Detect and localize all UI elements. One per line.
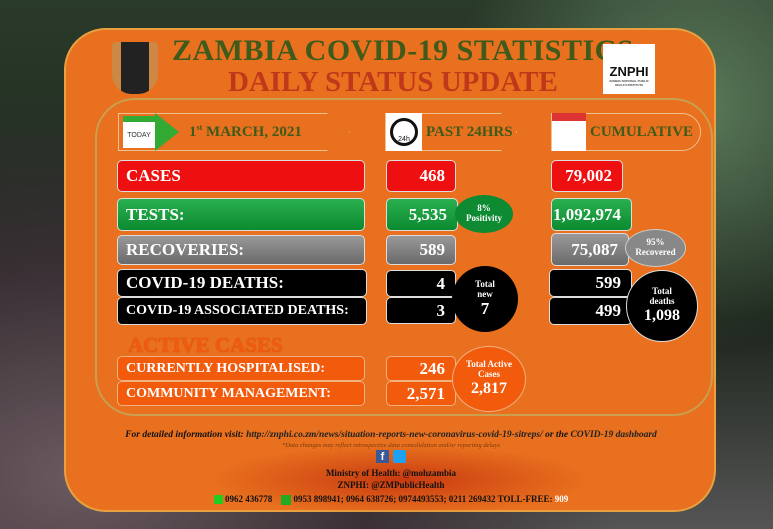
tests-cumulative: 1,092,974 bbox=[551, 198, 632, 231]
recoveries-past: 589 bbox=[386, 235, 456, 265]
social-icons: f bbox=[66, 450, 716, 463]
znphi-handle: ZNPHI: @ZMPublicHealth bbox=[337, 480, 445, 490]
phone-icon bbox=[281, 494, 292, 505]
positivity-badge: 8% Positivity bbox=[455, 195, 513, 233]
associated-deaths-past: 3 bbox=[386, 297, 456, 324]
cases-cumulative: 79,002 bbox=[551, 160, 623, 192]
coat-of-arms-logo bbox=[112, 42, 158, 94]
date-header: TODAY 1st MARCH, 2021 bbox=[118, 113, 350, 151]
associated-deaths-cumulative: 499 bbox=[549, 297, 632, 325]
dashboard-link[interactable]: COVID-19 dashboard bbox=[570, 430, 657, 440]
moh-handle: Ministry of Health: @mohzambia bbox=[325, 468, 457, 478]
active-cases-heading: ACTIVE CASES bbox=[128, 333, 283, 357]
calendar-today-icon: TODAY bbox=[123, 116, 155, 148]
clock-24h-icon: 24h bbox=[386, 113, 422, 151]
contact-line: 0962 436778 0953 898941; 0964 638726; 09… bbox=[66, 494, 716, 505]
cumulative-header: CUMULATIVE bbox=[551, 113, 701, 151]
recovered-badge: 95% Recovered bbox=[625, 229, 686, 267]
cases-past: 468 bbox=[386, 160, 456, 192]
calendar-icon bbox=[552, 113, 586, 151]
total-new-deaths-badge: Total new 7 bbox=[452, 266, 518, 332]
stats-frame bbox=[95, 98, 713, 416]
whatsapp-icon bbox=[213, 495, 223, 505]
info-line: For detailed information visit: http://z… bbox=[125, 430, 657, 440]
twitter-icon[interactable] bbox=[393, 450, 406, 463]
tests-label: TESTS: bbox=[117, 198, 365, 231]
past-24hrs-header: 24h PAST 24HRS bbox=[385, 113, 517, 151]
sitreps-link[interactable]: http://znphi.co.zm/news/situation-report… bbox=[246, 430, 543, 440]
associated-deaths-label: COVID-19 ASSOCIATED DEATHS: bbox=[117, 297, 367, 325]
play-arrow-icon bbox=[155, 113, 179, 151]
report-date: 1st MARCH, 2021 bbox=[189, 123, 302, 140]
recoveries-label: RECOVERIES: bbox=[117, 235, 365, 265]
community-value: 2,571 bbox=[386, 381, 456, 406]
recoveries-cumulative: 75,087 bbox=[551, 233, 629, 266]
tests-past: 5,535 bbox=[386, 198, 458, 231]
page-subtitle: DAILY STATUS UPDATE bbox=[228, 66, 558, 98]
hospitalised-value: 246 bbox=[386, 356, 456, 381]
hospitalised-label: CURRENTLY HOSPITALISED: bbox=[117, 356, 365, 381]
cases-label: CASES bbox=[117, 160, 365, 192]
deaths-cumulative: 599 bbox=[549, 269, 632, 297]
total-deaths-badge: Total deaths 1,098 bbox=[626, 270, 698, 342]
community-label: COMMUNITY MANAGEMENT: bbox=[117, 381, 365, 406]
facebook-icon[interactable]: f bbox=[376, 450, 389, 463]
total-active-badge: Total Active Cases 2,817 bbox=[452, 346, 526, 412]
deaths-label: COVID-19 DEATHS: bbox=[117, 269, 367, 297]
disclaimer: *Data changes may reflect retrospective … bbox=[281, 442, 500, 449]
deaths-past: 4 bbox=[386, 270, 456, 297]
page-title: ZAMBIA COVID-19 STATISTICS bbox=[172, 34, 634, 67]
znphi-logo: ZNPHI ZAMBIA NATIONAL PUBLIC HEALTH INST… bbox=[603, 44, 655, 94]
